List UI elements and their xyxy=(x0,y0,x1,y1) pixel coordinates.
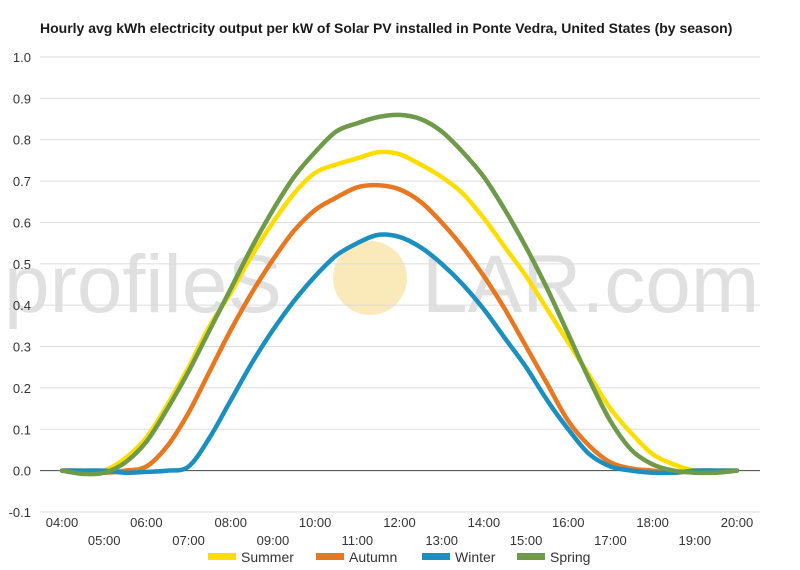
chart-title: Hourly avg kWh electricity output per kW… xyxy=(40,20,732,36)
series-line-winter xyxy=(59,232,740,476)
y-tick-label: 0.1 xyxy=(13,422,31,437)
x-tick-label: 04:00 xyxy=(46,515,79,530)
legend: Summer Autumn Winter Spring xyxy=(208,549,590,565)
y-tick-label: 1.0 xyxy=(13,50,31,65)
y-tick-label: -0.1 xyxy=(9,505,31,520)
legend-label-autumn: Autumn xyxy=(349,549,397,565)
y-tick-label: 0.4 xyxy=(13,298,31,313)
x-axis: 04:00 06:00 08:00 10:00 12:00 14:00 16:00 18:00… xyxy=(46,515,754,548)
x-tick-label: 16:00 xyxy=(552,515,585,530)
legend-swatch-summer xyxy=(208,553,236,560)
series-line-spring xyxy=(59,112,740,477)
x-tick-label: 19:00 xyxy=(679,533,712,548)
y-tick-label: 0.2 xyxy=(13,381,31,396)
x-tick-label: 06:00 xyxy=(130,515,163,530)
legend-swatch-autumn xyxy=(316,553,344,560)
legend-label-summer: Summer xyxy=(241,549,294,565)
watermark-text-right: LAR.com xyxy=(422,239,759,330)
legend-label-winter: Winter xyxy=(455,549,496,565)
y-tick-label: 0.3 xyxy=(13,340,31,355)
x-tick-label: 18:00 xyxy=(636,515,669,530)
plot-area xyxy=(59,112,740,477)
x-tick-label: 10:00 xyxy=(299,515,332,530)
x-tick-label: 07:00 xyxy=(172,533,205,548)
x-tick-label: 17:00 xyxy=(594,533,627,548)
x-tick-label: 20:00 xyxy=(721,515,754,530)
x-tick-label: 09:00 xyxy=(257,533,290,548)
x-tick-label: 13:00 xyxy=(425,533,458,548)
y-tick-label: 0.7 xyxy=(13,174,31,189)
watermark: profileS LAR.com xyxy=(4,239,759,330)
y-tick-label: 0.8 xyxy=(13,133,31,148)
y-tick-label: 0.6 xyxy=(13,215,31,230)
grid xyxy=(40,56,760,513)
legend-swatch-winter xyxy=(422,553,450,560)
x-tick-label: 11:00 xyxy=(342,533,374,548)
y-tick-label: 0.0 xyxy=(13,464,31,479)
y-tick-label: 0.5 xyxy=(13,257,31,272)
series-line-autumn xyxy=(59,182,740,475)
y-axis: 1.0 0.9 0.8 0.7 0.6 0.5 0.4 0.3 0.2 0.1 0.0 -0.1 xyxy=(9,50,31,520)
y-tick-label: 0.9 xyxy=(13,91,31,106)
x-tick-label: 08:00 xyxy=(214,515,247,530)
legend-swatch-spring xyxy=(517,553,545,560)
x-tick-label: 12:00 xyxy=(383,515,416,530)
watermark-sun-icon xyxy=(333,241,407,315)
legend-label-spring: Spring xyxy=(550,549,590,565)
x-tick-label: 15:00 xyxy=(510,533,543,548)
x-tick-label: 05:00 xyxy=(88,533,121,548)
x-tick-label: 14:00 xyxy=(468,515,501,530)
